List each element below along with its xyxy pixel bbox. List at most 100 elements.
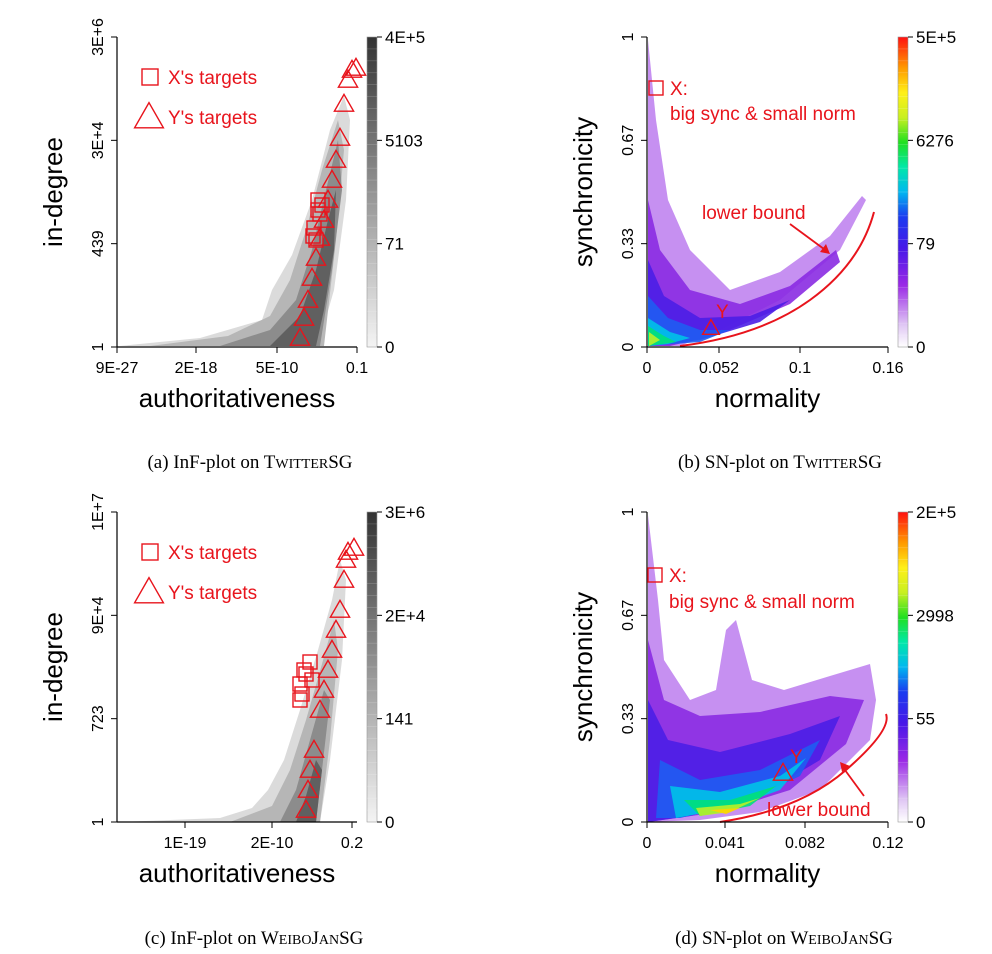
y-tick-label: 0.33 (620, 703, 637, 734)
y-target-triangle (341, 58, 363, 78)
x-target-square (304, 672, 320, 688)
annotation-label: big sync & small norm (669, 592, 855, 613)
x-tick-label: 0.041 (705, 835, 745, 852)
x-axis-title: normality (715, 383, 820, 413)
y-tick-label: 439 (90, 230, 107, 257)
y-target-triangle (303, 738, 325, 758)
y-target-triangle (313, 208, 335, 228)
annotation-label: X: (669, 566, 687, 587)
colorbar-tick-label: 2998 (916, 606, 954, 625)
legend-label: Y's targets (168, 583, 257, 604)
y-target-triangle (337, 540, 359, 560)
colorbar-tick-label: 5103 (385, 131, 423, 150)
y-target-triangle (325, 618, 347, 638)
legend-square-icon (141, 543, 159, 561)
colorbar (366, 511, 378, 823)
y-target-triangle (321, 638, 343, 658)
caption: (d) SN-plot on WEIBOJANSG (675, 928, 893, 949)
annotation-label: lower bound (702, 203, 806, 224)
y-target-triangle (329, 598, 351, 618)
x-tick-label: 0.052 (699, 360, 739, 377)
legend-label: Y's targets (168, 108, 257, 129)
x-tick-label: 0.1 (346, 360, 368, 377)
x-tick-label: 5E-10 (256, 360, 299, 377)
arrow-head-icon (820, 244, 830, 254)
density-region (270, 190, 336, 346)
y-axis-title: synchronicity (568, 117, 598, 267)
x-tick-label: 0 (643, 835, 652, 852)
x-target-square (292, 692, 308, 708)
x-tick-label: 0.2 (341, 835, 363, 852)
y-tick-label: 1E+7 (90, 493, 107, 531)
y-target-triangle (293, 306, 315, 326)
x-tick-label: 0.12 (872, 835, 903, 852)
y-marker-triangle (772, 761, 794, 781)
y-tick-label: 0 (620, 817, 637, 826)
colorbar-tick-label: 3E+6 (385, 503, 425, 522)
annotation-label: Y (790, 747, 803, 768)
colorbar-tick-label: 0 (916, 338, 925, 357)
y-target-triangle (289, 326, 311, 346)
y-target-triangle (343, 536, 365, 556)
y-tick-label: 0.33 (620, 228, 637, 259)
panel-a: 9E-27 2E-18 5E-10 0.1 1 439 3E+4 3E+6 authoritat… (38, 18, 425, 473)
colorbar-tick-label: 0 (385, 813, 394, 832)
caption: (a) InF-plot on TWITTERSG (147, 452, 352, 473)
x-target-square (296, 662, 312, 678)
y-target-triangle (297, 288, 319, 308)
colorbar (897, 36, 909, 348)
x-tick-label: 2E-10 (251, 835, 294, 852)
y-target-triangle (309, 698, 331, 718)
x-target-square (298, 666, 314, 682)
panel-c: 1E-19 2E-10 0.2 1 723 9E+4 1E+7 authoritativene… (38, 493, 425, 949)
y-axis-title: in-degree (38, 612, 68, 722)
y-axis-title: in-degree (38, 137, 68, 247)
colorbar-tick-label: 71 (385, 235, 404, 254)
x-marker-square (648, 80, 664, 96)
lower-bound-curve (719, 713, 888, 823)
legend-square-icon (141, 68, 159, 86)
y-target-triangle (309, 226, 331, 246)
y-tick-label: 1 (620, 507, 637, 516)
x-axis-title: authoritativeness (139, 858, 336, 888)
y-target-triangle (345, 56, 367, 76)
x-target-square (294, 686, 310, 702)
y-tick-label: 1 (90, 342, 107, 351)
legend-label: X's targets (168, 68, 257, 89)
legend-label: X's targets (168, 543, 257, 564)
y-axis-title: synchronicity (568, 592, 598, 742)
x-tick-label: 0.082 (785, 835, 825, 852)
x-tick-label: 2E-18 (175, 360, 218, 377)
y-tick-label: 0.67 (620, 600, 637, 631)
x-tick-label: 1E-19 (164, 835, 207, 852)
density-region (710, 808, 740, 814)
colorbar-tick-label: 2E+4 (385, 606, 425, 625)
density-region (696, 798, 760, 816)
colorbar-tick-label: 6276 (916, 131, 954, 150)
colorbar (897, 511, 909, 823)
annotation-label: big sync & small norm (670, 104, 856, 125)
x-target-square (306, 220, 322, 236)
y-target-triangle (313, 678, 335, 698)
colorbar-tick-label: 79 (916, 235, 935, 254)
annotation-label: lower bound (767, 800, 871, 821)
annotation-label: X: (670, 79, 688, 100)
y-tick-label: 1 (620, 32, 637, 41)
x-axis-title: authoritativeness (139, 383, 336, 413)
y-target-triangle (325, 148, 347, 168)
caption: (b) SN-plot on TWITTERSG (678, 452, 882, 473)
annotation-arrow (789, 223, 829, 253)
x-target-square (314, 197, 330, 213)
arrow-head-icon (840, 762, 850, 772)
panel-b: 0 0.052 0.1 0.16 0 0.33 0.67 1 normality synchron… (568, 28, 956, 473)
y-target-triangle (337, 68, 359, 88)
colorbar-tick-label: 0 (916, 813, 925, 832)
y-tick-label: 1 (90, 817, 107, 826)
x-target-square (305, 228, 321, 244)
y-target-triangle (295, 798, 317, 818)
colorbar-tick-label: 2E+5 (916, 503, 956, 522)
y-tick-label: 0 (620, 342, 637, 351)
y-tick-label: 723 (90, 705, 107, 732)
y-target-triangle (305, 246, 327, 266)
